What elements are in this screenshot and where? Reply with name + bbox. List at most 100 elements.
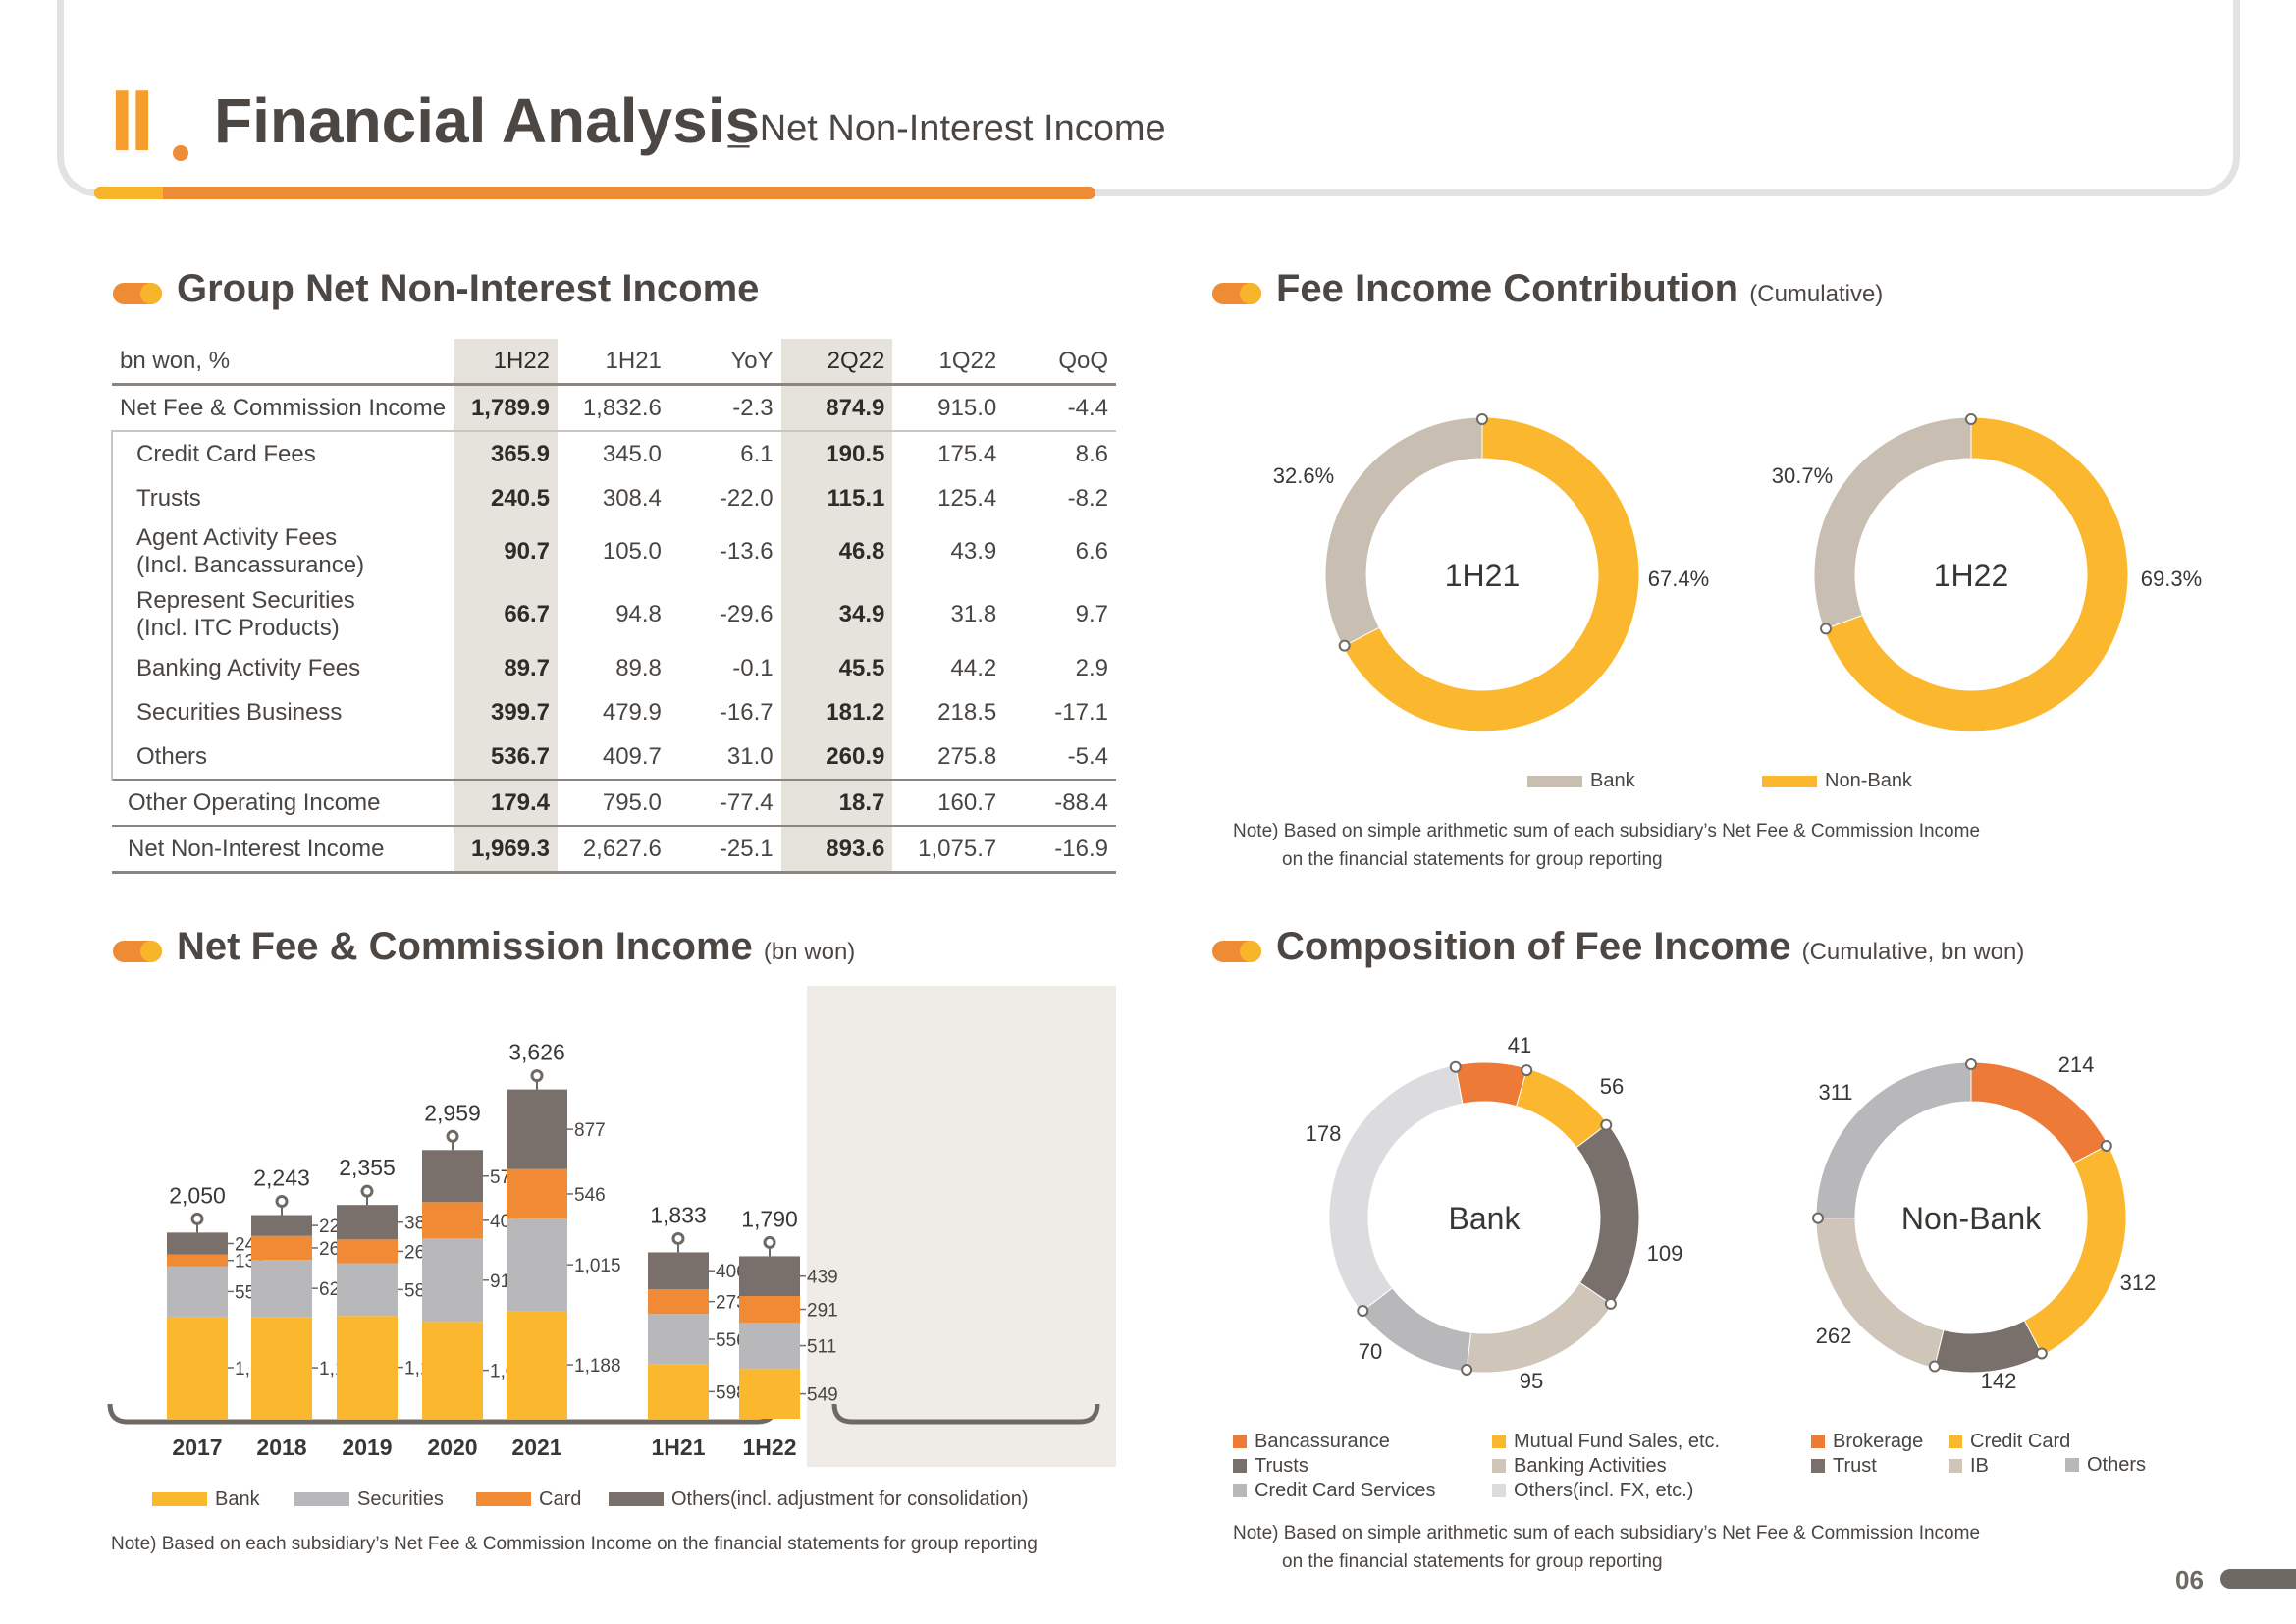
bar-segment-bank — [507, 1311, 567, 1419]
legend-swatch — [1949, 1459, 1962, 1473]
legend-swatch — [1492, 1435, 1506, 1448]
table-cell: 105.0 — [602, 538, 662, 565]
table-cell: 115.1 — [780, 476, 893, 520]
legend-swatch — [476, 1492, 531, 1506]
slice-boundary-marker — [1338, 639, 1351, 652]
half-year-panel — [807, 986, 1116, 1467]
total-marker-dot — [190, 1212, 204, 1225]
table-header-cell: 1H21 — [558, 339, 669, 386]
legend-swatch — [1527, 776, 1582, 787]
legend-swatch — [1492, 1459, 1506, 1473]
table-cell: 90.7 — [454, 520, 559, 583]
slice-boundary-marker — [1965, 1058, 1977, 1070]
bar-segment-card — [337, 1239, 398, 1264]
legend-item: Trusts — [1233, 1454, 1436, 1479]
table-cell: 45.5 — [780, 646, 893, 690]
row-label: Agent Activity Fees (Incl. Bancassurance) — [110, 520, 454, 583]
bar-segment-others — [337, 1205, 398, 1240]
table-cell: -88.4 — [1004, 779, 1116, 826]
data-label: 556 — [716, 1330, 747, 1351]
table-row: Banking Activity Fees 89.7 89.8 -0.1 45.… — [110, 646, 1116, 690]
table-cell: -22.0 — [719, 484, 774, 512]
slice-value-label: 95 — [1520, 1369, 1543, 1393]
bar-segment-card — [422, 1202, 483, 1239]
donut-center-label: Non-Bank — [1901, 1201, 2042, 1236]
donut-center-label: Bank — [1449, 1201, 1522, 1236]
legend-item-non-bank: Non-Bank — [1762, 770, 1912, 792]
table-cell: 479.9 — [602, 698, 662, 726]
data-label: 439 — [807, 1268, 838, 1288]
table-cell: 308.4 — [602, 484, 662, 512]
bullet-pill-icon — [113, 941, 162, 962]
data-label: 1,188 — [574, 1356, 621, 1377]
bar-segment-card — [251, 1235, 312, 1261]
total-marker-dot — [671, 1231, 685, 1245]
legend-swatch — [1949, 1435, 1962, 1448]
donut-slice-bank — [1813, 416, 1972, 630]
header-accent-bar — [94, 187, 1095, 199]
data-label: 511 — [807, 1337, 836, 1358]
total-marker-dot — [446, 1129, 459, 1143]
slice-value-label: 67.4% — [1648, 567, 1709, 591]
table-header-cell: bn won, % — [112, 339, 454, 386]
data-label: 598 — [716, 1382, 747, 1403]
table-cell: 175.4 — [892, 430, 1005, 476]
table-cell: 34.9 — [780, 583, 893, 646]
table-cell: 9.7 — [1075, 601, 1108, 627]
legend-item: Trust — [1811, 1454, 1923, 1479]
row-label: Trusts — [110, 476, 454, 520]
slice-value-label: 312 — [2120, 1271, 2157, 1295]
note-net-fee: Note) Based on each subsidiary’s Net Fee… — [111, 1534, 1038, 1554]
total-marker-dot — [763, 1235, 776, 1249]
row-label: Others — [110, 734, 454, 780]
section-number: II — [110, 72, 154, 169]
slice-value-label: 69.3% — [2141, 567, 2202, 591]
slice-boundary-marker — [1521, 1064, 1533, 1077]
category-label: 2019 — [342, 1435, 392, 1460]
slice-boundary-marker — [2100, 1139, 2112, 1152]
slice-value-label: 56 — [1600, 1074, 1624, 1099]
row-label-main: Represent Securities — [136, 587, 355, 614]
donut-slice-non-bank — [1342, 416, 1640, 732]
slice-boundary-marker — [1357, 1305, 1369, 1318]
bar-segment-others — [507, 1089, 567, 1169]
table-cell: -17.1 — [1054, 698, 1108, 726]
axis-bracket-half — [831, 1403, 1100, 1425]
bar-segment-bank — [739, 1369, 800, 1419]
page-tab-decoration — [2220, 1569, 2296, 1589]
table-row: Represent Securities (Incl. ITC Products)… — [110, 583, 1116, 646]
table-cell: -29.6 — [719, 601, 774, 627]
section-title-composition: Composition of Fee Income (Cumulative, b… — [1276, 925, 2025, 968]
legend-group-nonbank-2: Credit Card IB — [1949, 1430, 2070, 1479]
bar-segment-others — [739, 1256, 800, 1297]
table-cell: 1,832.6 — [582, 394, 662, 421]
category-label: 2017 — [172, 1435, 222, 1460]
bar-segment-securities — [507, 1218, 567, 1312]
note-line: Note) Based on simple arithmetic sum of … — [1233, 821, 1981, 841]
bar-segment-card — [167, 1254, 228, 1267]
total-label: 1,790 — [741, 1206, 798, 1231]
table-cell: 1,969.3 — [454, 825, 559, 874]
data-label: 549 — [807, 1385, 838, 1406]
table-cell: 6.6 — [1075, 538, 1108, 565]
bar-segment-card — [507, 1168, 567, 1219]
bar-segment-others — [251, 1215, 312, 1236]
table-cell: 2,627.6 — [558, 825, 669, 874]
slice-value-label: 142 — [1981, 1369, 2017, 1393]
table-cell: -77.4 — [668, 779, 781, 826]
table-cell: 89.7 — [454, 646, 559, 690]
legend-group-bank-2: Mutual Fund Sales, etc. Banking Activiti… — [1492, 1430, 1720, 1503]
table-cell: -4.4 — [1067, 394, 1108, 421]
table-cell: 409.7 — [602, 742, 662, 770]
legend-item: Banking Activities — [1492, 1454, 1720, 1479]
bar-segment-card — [648, 1289, 709, 1315]
table-cell: -2.3 — [732, 394, 774, 421]
table-cell: -5.4 — [1067, 742, 1108, 770]
table-cell: -16.9 — [1004, 825, 1116, 874]
table-cell: 18.7 — [780, 779, 893, 826]
donut-slice-brokerage — [1970, 1061, 2109, 1164]
slice-boundary-marker — [1965, 413, 1977, 425]
table-cell: 218.5 — [937, 698, 997, 726]
row-label: Securities Business — [110, 690, 454, 734]
legend-swatch — [1811, 1459, 1825, 1473]
